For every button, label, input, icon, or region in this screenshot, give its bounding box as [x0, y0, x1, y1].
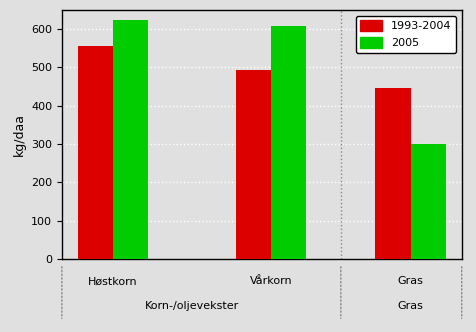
- Text: Gras: Gras: [397, 276, 424, 287]
- Text: Vårkorn: Vårkorn: [250, 276, 292, 287]
- Text: Korn-/oljevekster: Korn-/oljevekster: [145, 301, 239, 311]
- Bar: [236, 70, 271, 259]
- Bar: [78, 46, 113, 259]
- Bar: [375, 88, 411, 259]
- Bar: [113, 20, 149, 259]
- Bar: [271, 27, 307, 259]
- Text: Gras: Gras: [397, 301, 424, 311]
- Legend: 1993-2004, 2005: 1993-2004, 2005: [356, 16, 456, 53]
- Y-axis label: kg/daa: kg/daa: [12, 113, 26, 156]
- Bar: [411, 144, 446, 259]
- Text: Høstkorn: Høstkorn: [88, 276, 138, 287]
